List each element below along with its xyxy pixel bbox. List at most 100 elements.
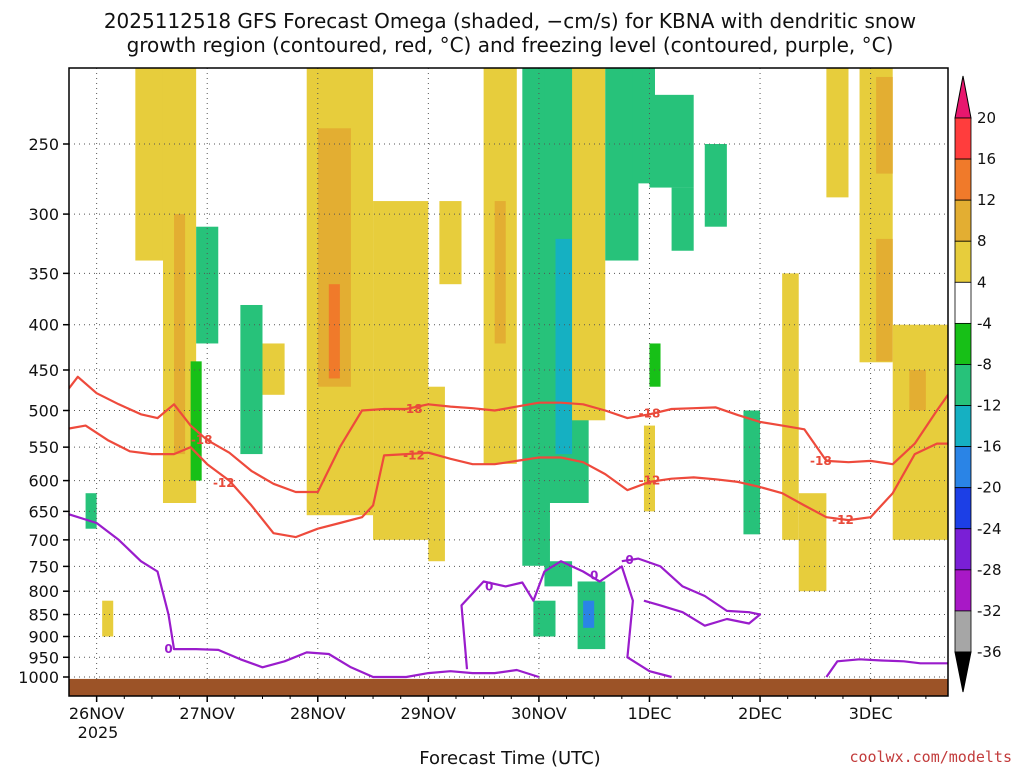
- x-tick-label-1: 27NOV: [179, 704, 235, 723]
- omega-cell-29: [826, 68, 849, 198]
- freezing-contour-3: [825, 658, 948, 678]
- omega-cell-31: [876, 76, 893, 174]
- colorbar-segment-4: [954, 281, 972, 324]
- ground-strip: [69, 678, 948, 696]
- y-tick-label-2: 350: [28, 264, 59, 283]
- contour-label-3: -12: [403, 448, 425, 462]
- x-axis: 26NOV 27NOV 28NOV 29NOV 30NOV 1DEC 2DEC 3DEC: [69, 696, 927, 723]
- omega-cell-14: [494, 201, 506, 344]
- colorbar-segment-0: [954, 117, 972, 160]
- omega-cell-22: [671, 187, 694, 251]
- colorbar-label-5: -4: [977, 314, 992, 332]
- colorbar-label-13: -36: [977, 643, 1002, 661]
- credit-text: coolwx.com/modelts: [849, 748, 1012, 766]
- omega-cell-3: [196, 226, 219, 344]
- colorbar-bottom-cap: [954, 651, 972, 693]
- ground-terrain: [69, 678, 948, 696]
- title-line-2: growth region (contoured, red, °C) and f…: [127, 33, 894, 57]
- colorbar-segment-5: [954, 322, 972, 365]
- y-tick-label-0: 250: [28, 135, 59, 154]
- omega-cell-6: [262, 343, 285, 395]
- title-line-1: 2025112518 GFS Forecast Omega (shaded, −…: [104, 9, 916, 33]
- y-tick-label-5: 500: [28, 402, 59, 421]
- dgz-contour-1: [69, 424, 948, 539]
- y-tick-label-15: 1000: [18, 668, 59, 687]
- colorbar-label-1: 16: [977, 150, 996, 168]
- contour-label-2: -18: [401, 402, 423, 416]
- colorbar-top-cap: [954, 75, 972, 119]
- y-tick-label-10: 750: [28, 557, 59, 576]
- y-axis: 250 300 350 400 450 500 550 600 650 700 750 800 850 9…: [18, 135, 69, 687]
- omega-cell-28: [798, 493, 827, 592]
- colorbar-label-7: -12: [977, 397, 1002, 415]
- plot-frame: [68, 67, 949, 697]
- omega-cell-5: [240, 304, 263, 455]
- contour-label-6: -18: [810, 454, 832, 468]
- contour-label-8: 0: [164, 642, 172, 656]
- chart-title: 2025112518 GFS Forecast Omega (shaded, −…: [104, 9, 916, 57]
- omega-cell-23: [704, 144, 727, 227]
- colorbar-label-11: -28: [977, 561, 1002, 579]
- contour-label-11: 0: [625, 553, 633, 567]
- omega-cell-9: [328, 284, 340, 379]
- x-tick-label-4: 30NOV: [511, 704, 567, 723]
- omega-cell-34: [909, 369, 926, 411]
- contour-label-10: 0: [590, 569, 598, 583]
- y-tick-label-13: 900: [28, 627, 59, 646]
- x-year-label: 2025: [78, 723, 119, 742]
- colorbar-label-9: -20: [977, 479, 1002, 497]
- colorbar: 20 16 12 8 4 -4 -8 -12 -16 -20 -24 -28 -32 -36: [954, 75, 1002, 693]
- contour-label-4: -18: [639, 407, 661, 421]
- y-tick-label-8: 650: [28, 502, 59, 521]
- y-tick-label-7: 600: [28, 472, 59, 491]
- colorbar-segment-3: [954, 240, 972, 283]
- omega-cell-33: [892, 324, 948, 540]
- freezing-contour-2: [621, 557, 762, 627]
- y-tick-label-4: 450: [28, 361, 59, 380]
- contour-label-9: 0: [485, 579, 493, 593]
- omega-cell-40: [102, 600, 114, 637]
- omega-cell-37: [583, 600, 595, 628]
- colorbar-label-2: 12: [977, 191, 996, 209]
- colorbar-label-0: 20: [977, 109, 996, 127]
- dgz-contour-0: [69, 375, 948, 494]
- colorbar-label-12: -32: [977, 602, 1002, 620]
- x-tick-label-7: 3DEC: [849, 704, 893, 723]
- x-tick-label-6: 2DEC: [738, 704, 782, 723]
- colorbar-segment-8: [954, 446, 972, 489]
- colorbar-segment-7: [954, 405, 972, 448]
- contour-label-0: -18: [191, 433, 213, 447]
- contour-labels: -18 -12 -18 -12 -18 -12 -18 -12 0 0 0 0: [164, 402, 853, 656]
- freezing-contour-0: [69, 513, 540, 679]
- colorbar-segment-6: [954, 364, 972, 406]
- x-tick-label-0: 26NOV: [69, 704, 125, 723]
- x-tick-label-3: 29NOV: [401, 704, 457, 723]
- x-tick-label-5: 1DEC: [628, 704, 672, 723]
- omega-cell-26: [743, 410, 761, 535]
- omega-cell-35: [533, 600, 556, 637]
- colorbar-label-4: 4: [977, 273, 987, 291]
- omega-cell-21: [649, 94, 694, 188]
- colorbar-segment-2: [954, 199, 972, 242]
- omega-cell-24: [649, 343, 661, 387]
- colorbar-label-6: -8: [977, 355, 992, 373]
- colorbar-label-8: -16: [977, 438, 1002, 456]
- contour-lines: [69, 375, 948, 679]
- colorbar-label-10: -24: [977, 520, 1002, 538]
- x-tick-label-2: 28NOV: [290, 704, 346, 723]
- freezing-contour-1: [460, 560, 672, 679]
- omega-cell-4: [190, 361, 202, 481]
- omega-cell-10: [373, 201, 429, 540]
- y-tick-label-3: 400: [28, 316, 59, 335]
- contour-label-7: -12: [832, 513, 854, 527]
- y-tick-label-9: 700: [28, 531, 59, 550]
- omega-cell-18: [572, 68, 606, 421]
- omega-cell-11: [439, 201, 462, 285]
- y-tick-label-11: 800: [28, 582, 59, 601]
- omega-shading: [85, 68, 948, 650]
- contour-label-1: -12: [213, 476, 235, 490]
- colorbar-segment-11: [954, 569, 972, 612]
- colorbar-segment-10: [954, 528, 972, 571]
- omega-cell-17: [555, 238, 573, 455]
